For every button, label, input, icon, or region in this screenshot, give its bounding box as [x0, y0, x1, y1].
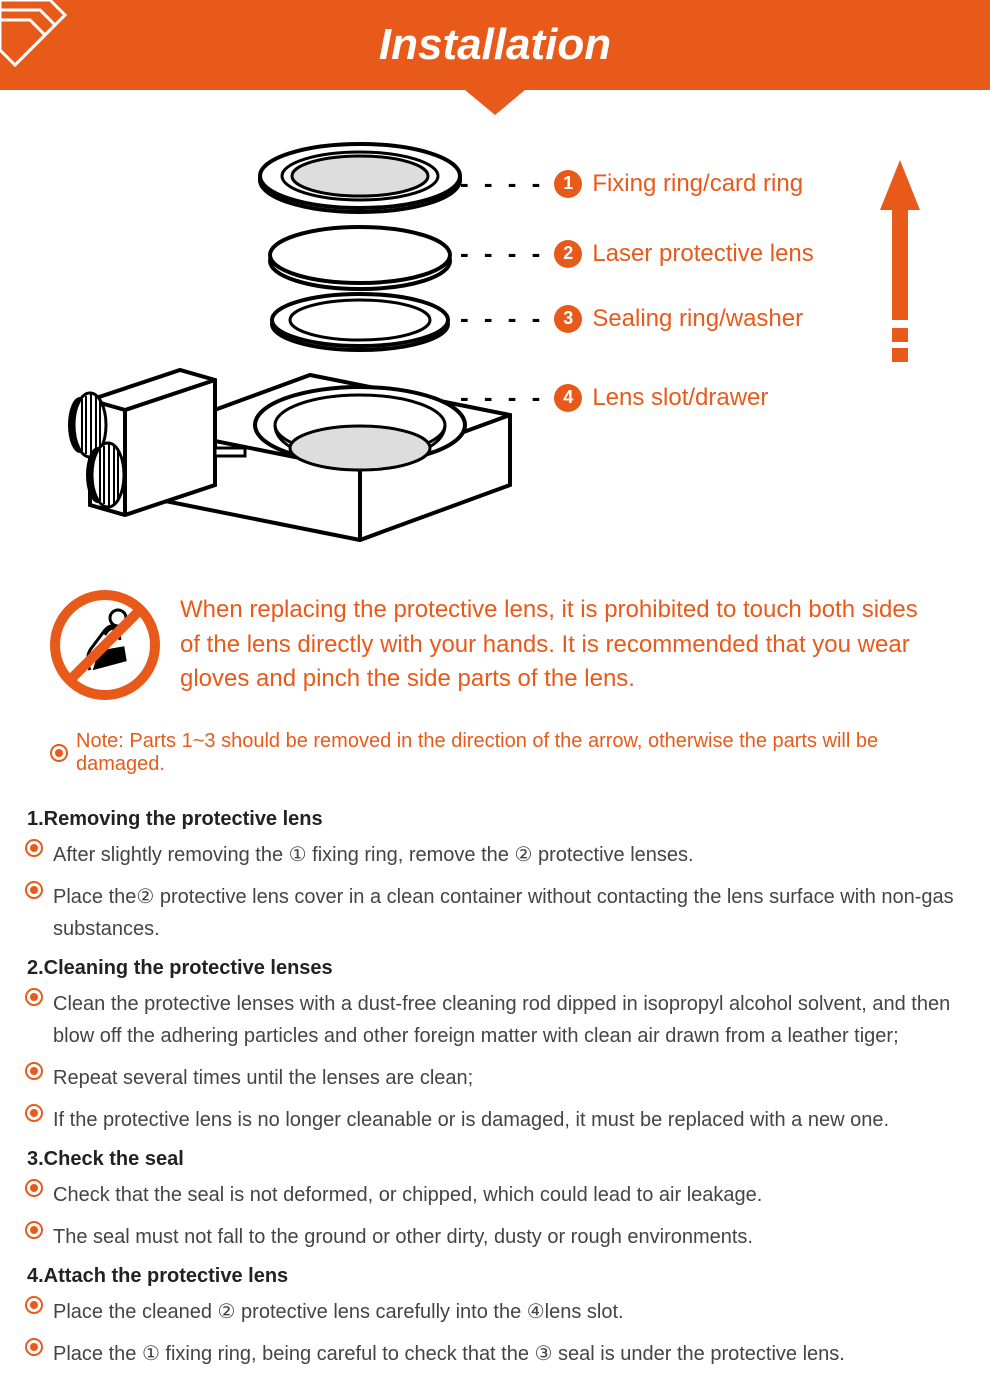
- lens-assembly-illustration: [50, 130, 530, 550]
- corner-decoration: [0, 0, 80, 80]
- bullet-icon: [50, 744, 68, 762]
- instruction-item: Check that the seal is not deformed, or …: [25, 1179, 965, 1211]
- bullet-icon: [25, 839, 43, 857]
- section-title: 2.Cleaning the protective lenses: [25, 957, 965, 980]
- bullet-icon: [25, 1296, 43, 1314]
- note-text: Note: Parts 1~3 should be removed in the…: [76, 730, 940, 776]
- instruction-item: Place the② protective lens cover in a cl…: [25, 881, 965, 945]
- callout-2: - - - - 2 Laser protective lens: [460, 238, 814, 269]
- warning-text: When replacing the protective lens, it i…: [180, 593, 940, 697]
- section-title: 1.Removing the protective lens: [25, 808, 965, 831]
- instruction-text: Place the② protective lens cover in a cl…: [53, 881, 965, 945]
- leader-line: - - - -: [460, 303, 544, 334]
- instruction-text: The seal must not fall to the ground or …: [53, 1221, 965, 1253]
- instruction-text: Check that the seal is not deformed, or …: [53, 1179, 965, 1211]
- callout-number: 3: [554, 305, 582, 333]
- section-title: 4.Attach the protective lens: [25, 1265, 965, 1288]
- bullet-icon: [25, 881, 43, 899]
- bullet-icon: [25, 988, 43, 1006]
- bullet-icon: [25, 1062, 43, 1080]
- instruction-text: Place the ① fixing ring, being careful t…: [53, 1338, 965, 1370]
- callout-number: 4: [554, 384, 582, 412]
- leader-line: - - - -: [460, 382, 544, 413]
- section-title: 3.Check the seal: [25, 1148, 965, 1171]
- callout-3: - - - - 3 Sealing ring/washer: [460, 303, 803, 334]
- instruction-text: After slightly removing the ① fixing rin…: [53, 839, 965, 871]
- header-pointer-icon: [465, 90, 525, 115]
- instruction-item: After slightly removing the ① fixing rin…: [25, 839, 965, 871]
- instruction-item: Place the ① fixing ring, being careful t…: [25, 1338, 965, 1370]
- header-banner: Installation: [0, 0, 990, 90]
- bullet-icon: [25, 1221, 43, 1239]
- callout-label: Lens slot/drawer: [592, 384, 768, 412]
- warning-box: When replacing the protective lens, it i…: [0, 570, 990, 710]
- instruction-item: Place the cleaned ② protective lens care…: [25, 1296, 965, 1328]
- bullet-icon: [25, 1179, 43, 1197]
- direction-arrow-icon: [880, 160, 920, 370]
- callout-1: - - - - 1 Fixing ring/card ring: [460, 168, 803, 199]
- bullet-icon: [25, 1104, 43, 1122]
- callout-label: Laser protective lens: [592, 240, 813, 268]
- instruction-item: Repeat several times until the lenses ar…: [25, 1062, 965, 1094]
- callout-number: 1: [554, 170, 582, 198]
- instruction-item: Clean the protective lenses with a dust-…: [25, 988, 965, 1052]
- leader-line: - - - -: [460, 238, 544, 269]
- instruction-text: Clean the protective lenses with a dust-…: [53, 988, 965, 1052]
- callout-4: - - - - 4 Lens slot/drawer: [460, 382, 768, 413]
- note-line: Note: Parts 1~3 should be removed in the…: [0, 710, 990, 786]
- instruction-item: The seal must not fall to the ground or …: [25, 1221, 965, 1253]
- instruction-text: If the protective lens is no longer clea…: [53, 1104, 965, 1136]
- no-touch-icon: [50, 590, 160, 700]
- callout-label: Sealing ring/washer: [592, 305, 803, 333]
- bullet-icon: [25, 1338, 43, 1356]
- page-title: Installation: [379, 20, 611, 70]
- callout-label: Fixing ring/card ring: [592, 170, 803, 198]
- callout-number: 2: [554, 240, 582, 268]
- exploded-diagram: - - - - 1 Fixing ring/card ring - - - - 2 Las…: [0, 130, 990, 560]
- instruction-text: Place the cleaned ② protective lens care…: [53, 1296, 965, 1328]
- instructions-list: 1.Removing the protective lens After slig…: [0, 786, 990, 1370]
- leader-line: - - - -: [460, 168, 544, 199]
- instruction-text: Repeat several times until the lenses ar…: [53, 1062, 965, 1094]
- instruction-item: If the protective lens is no longer clea…: [25, 1104, 965, 1136]
